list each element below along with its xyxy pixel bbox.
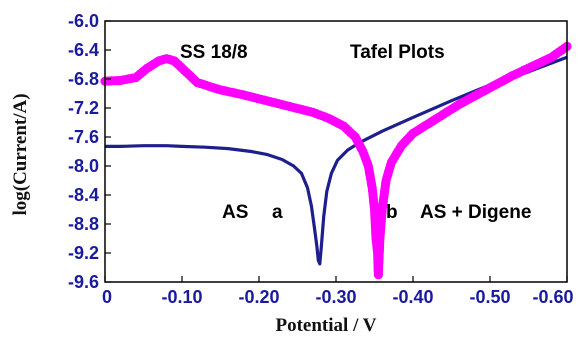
y-tick-label: -7.2 <box>68 98 99 118</box>
series-line-a <box>105 55 568 266</box>
annotation-as-digene: AS + Digene <box>420 202 531 223</box>
y-tick-label: -8.0 <box>68 156 99 176</box>
annotation-as: AS <box>222 202 248 223</box>
ticks-layer: -6.0 -6.4 -6.8 -7.2 -7.6 -8.0 -8.4 -8.8 -9.2 -9.6… <box>68 11 574 307</box>
x-tick-label: 0 <box>102 287 112 307</box>
annotation-ss-18-8: SS 18/8 <box>180 42 248 63</box>
y-tick-label: -6.4 <box>68 40 99 60</box>
x-axis-title: Potential / V <box>276 315 377 336</box>
x-tick-label: -0.10 <box>161 287 202 307</box>
y-axis-title: log(Current/A) <box>10 93 31 215</box>
x-tick-label: -0.30 <box>315 287 356 307</box>
y-tick-label: -9.2 <box>68 243 99 263</box>
y-tick-label: -6.8 <box>68 69 99 89</box>
annotation-curve-b: b <box>386 202 398 223</box>
y-tick-label: -6.0 <box>68 11 99 31</box>
y-tick-label: -8.4 <box>68 185 99 205</box>
x-tick-label: -0.60 <box>532 287 573 307</box>
x-tick-label: -0.20 <box>238 287 279 307</box>
curves-layer <box>100 41 572 280</box>
x-tick-label: -0.50 <box>469 287 510 307</box>
annotation-curve-a: a <box>272 202 283 223</box>
y-tick-label: -7.6 <box>68 127 99 147</box>
x-tick-label: -0.40 <box>392 287 433 307</box>
annotation-tafel-plots: Tafel Plots <box>350 42 445 63</box>
y-tick-label: -9.6 <box>68 272 99 292</box>
y-tick-label: -8.8 <box>68 214 99 234</box>
